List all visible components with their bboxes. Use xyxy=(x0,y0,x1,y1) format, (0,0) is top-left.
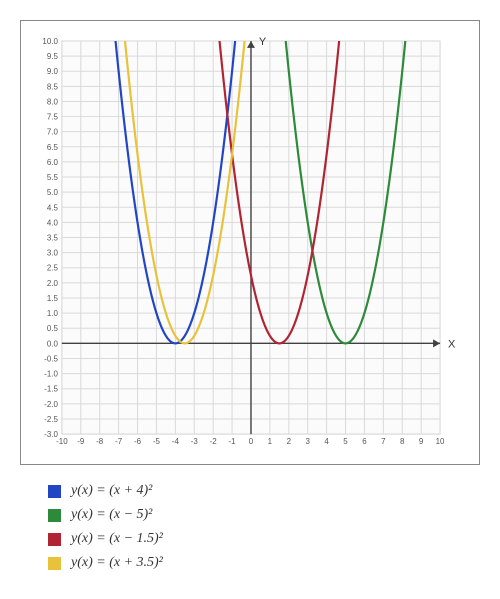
svg-text:-0.5: -0.5 xyxy=(44,354,58,363)
legend-item: y(x) = (x + 3.5)² xyxy=(48,555,480,571)
svg-text:0.0: 0.0 xyxy=(47,339,59,348)
legend-swatch-s4 xyxy=(48,557,61,570)
svg-text:6: 6 xyxy=(362,437,367,446)
svg-text:-3: -3 xyxy=(191,437,199,446)
svg-text:4.0: 4.0 xyxy=(47,218,59,227)
chart-frame: -10-9-8-7-6-5-4-3-2-1012345678910-3.0-2.… xyxy=(20,20,480,465)
legend-label: y(x) = (x + 3.5)² xyxy=(71,555,163,571)
svg-text:4: 4 xyxy=(324,437,329,446)
svg-text:5: 5 xyxy=(343,437,348,446)
svg-text:2: 2 xyxy=(287,437,292,446)
svg-text:-1.0: -1.0 xyxy=(44,370,58,379)
svg-text:-2.0: -2.0 xyxy=(44,400,58,409)
svg-text:1: 1 xyxy=(268,437,273,446)
legend: y(x) = (x + 4)² y(x) = (x − 5)² y(x) = (… xyxy=(48,483,480,571)
svg-text:-6: -6 xyxy=(134,437,142,446)
svg-text:10: 10 xyxy=(436,437,445,446)
svg-text:-1: -1 xyxy=(229,437,237,446)
svg-text:0.5: 0.5 xyxy=(47,324,59,333)
svg-text:5.0: 5.0 xyxy=(47,188,59,197)
svg-text:6.5: 6.5 xyxy=(47,143,59,152)
legend-item: y(x) = (x − 1.5)² xyxy=(48,531,480,547)
legend-label: y(x) = (x − 5)² xyxy=(71,507,152,523)
svg-text:7.5: 7.5 xyxy=(47,113,59,122)
svg-text:1.0: 1.0 xyxy=(47,309,59,318)
legend-swatch-s3 xyxy=(48,533,61,546)
svg-text:5.5: 5.5 xyxy=(47,173,59,182)
svg-text:4.5: 4.5 xyxy=(47,203,59,212)
svg-text:-7: -7 xyxy=(115,437,123,446)
svg-text:9.5: 9.5 xyxy=(47,52,59,61)
svg-text:-5: -5 xyxy=(153,437,161,446)
svg-text:-9: -9 xyxy=(77,437,85,446)
svg-text:-2.5: -2.5 xyxy=(44,415,58,424)
svg-text:-8: -8 xyxy=(96,437,104,446)
svg-text:X: X xyxy=(448,338,456,350)
svg-text:9.0: 9.0 xyxy=(47,67,59,76)
svg-text:-4: -4 xyxy=(172,437,180,446)
legend-label: y(x) = (x + 4)² xyxy=(71,483,152,499)
svg-text:3.5: 3.5 xyxy=(47,234,59,243)
svg-text:6.0: 6.0 xyxy=(47,158,59,167)
legend-item: y(x) = (x − 5)² xyxy=(48,507,480,523)
svg-text:3: 3 xyxy=(305,437,310,446)
svg-text:-10: -10 xyxy=(56,437,68,446)
legend-swatch-s2 xyxy=(48,509,61,522)
svg-text:0: 0 xyxy=(249,437,254,446)
svg-text:9: 9 xyxy=(419,437,424,446)
legend-item: y(x) = (x + 4)² xyxy=(48,483,480,499)
svg-text:1.5: 1.5 xyxy=(47,294,59,303)
svg-text:10.0: 10.0 xyxy=(42,37,58,46)
svg-text:8: 8 xyxy=(400,437,405,446)
svg-text:-3.0: -3.0 xyxy=(44,430,58,439)
svg-text:7: 7 xyxy=(381,437,386,446)
svg-text:Y: Y xyxy=(259,36,267,48)
svg-text:-2: -2 xyxy=(210,437,218,446)
legend-label: y(x) = (x − 1.5)² xyxy=(71,531,163,547)
svg-text:-1.5: -1.5 xyxy=(44,385,58,394)
chart-plot: -10-9-8-7-6-5-4-3-2-1012345678910-3.0-2.… xyxy=(33,33,459,452)
svg-text:3.0: 3.0 xyxy=(47,249,59,258)
svg-text:8.0: 8.0 xyxy=(47,97,59,106)
legend-swatch-s1 xyxy=(48,485,61,498)
svg-text:8.5: 8.5 xyxy=(47,82,59,91)
svg-text:2.0: 2.0 xyxy=(47,279,59,288)
chart-svg: -10-9-8-7-6-5-4-3-2-1012345678910-3.0-2.… xyxy=(33,33,459,452)
svg-text:2.5: 2.5 xyxy=(47,264,59,273)
svg-text:7.0: 7.0 xyxy=(47,128,59,137)
